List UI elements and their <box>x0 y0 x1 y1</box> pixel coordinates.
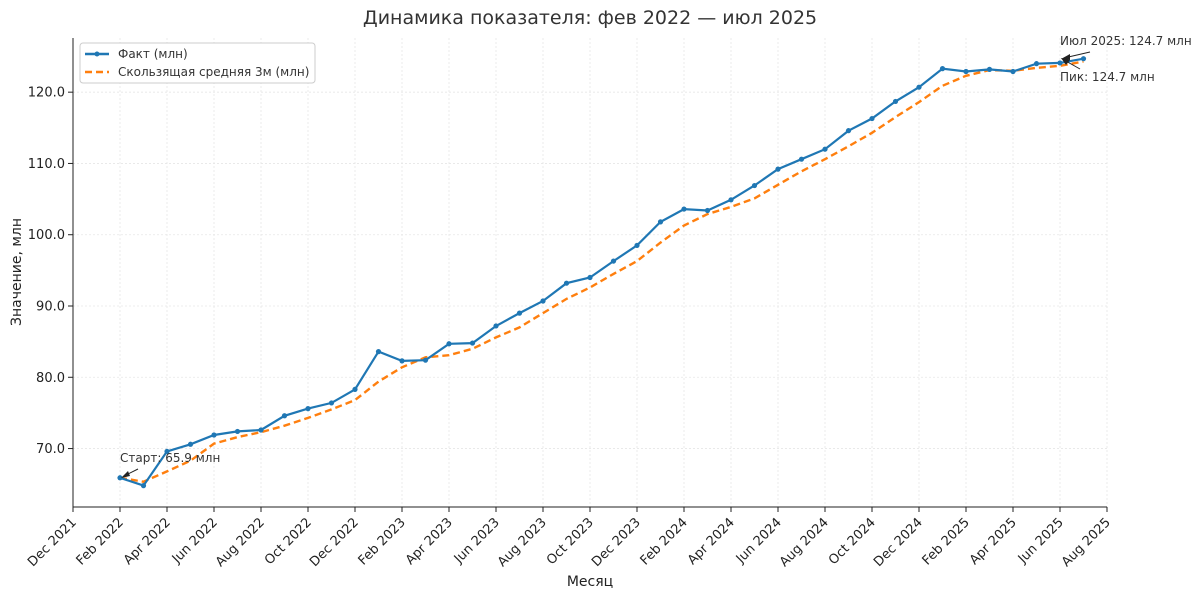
data-point-fact <box>845 128 852 134</box>
x-tick-label: Apr 2024 <box>685 515 738 568</box>
data-point-fact <box>657 219 664 225</box>
data-point-fact <box>234 428 241 435</box>
x-tick-label: Dec 2024 <box>871 515 926 570</box>
data-point-fact <box>916 84 922 90</box>
data-point-fact <box>892 98 899 105</box>
data-point-fact <box>211 432 217 438</box>
data-point-fact <box>751 182 758 189</box>
data-point-fact <box>610 258 617 264</box>
series-line-moving-average <box>119 60 1084 483</box>
series-layer <box>117 56 1087 489</box>
annotation-peak: Пик: 124.7 млн <box>1060 70 1155 84</box>
data-point-fact <box>1033 61 1040 67</box>
x-tick-label: Aug 2023 <box>495 515 550 570</box>
annotation-last: Июл 2025: 124.7 млн <box>1060 34 1192 48</box>
legend: Факт (млн) Скользящая средняя 3м (млн) <box>79 42 316 84</box>
x-tick-label: Aug 2024 <box>777 515 832 570</box>
data-point-fact <box>140 483 147 489</box>
series-line-fact <box>119 57 1084 487</box>
x-tick-label: Aug 2022 <box>213 515 268 570</box>
data-point-fact <box>587 274 593 281</box>
data-point-fact <box>822 146 828 152</box>
data-point-fact <box>399 358 405 364</box>
data-point-fact <box>798 156 805 162</box>
data-point-fact <box>704 207 711 214</box>
x-tick-label: Feb 2025 <box>920 515 973 568</box>
data-point-fact <box>375 349 382 355</box>
annotation-start-arrowhead <box>121 471 130 478</box>
data-point-fact <box>1080 56 1087 62</box>
data-point-fact <box>493 323 499 329</box>
y-tick-label: 120.0 <box>28 86 65 101</box>
x-tick-label: Apr 2023 <box>403 515 456 568</box>
legend-box <box>79 42 316 84</box>
x-tick-label: Apr 2022 <box>121 515 174 568</box>
legend-marker-fact-dot <box>94 51 100 57</box>
data-point-fact <box>563 280 570 286</box>
annotation-start: Старт: 65.9 млн <box>120 451 220 465</box>
x-tick-label: Feb 2024 <box>638 515 691 568</box>
y-axis-ticks: 70.0 80.0 90.0 100.0 110.0 120.0 <box>28 86 73 457</box>
x-tick-label: Aug 2025 <box>1059 515 1114 570</box>
x-tick-label: Dec 2023 <box>589 515 644 570</box>
grid <box>72 38 1108 507</box>
data-point-fact <box>258 427 264 433</box>
data-point-fact <box>352 386 358 392</box>
data-point-fact <box>681 206 687 212</box>
data-point-fact <box>422 357 429 363</box>
x-tick-label: Feb 2023 <box>356 515 409 568</box>
x-axis-label: Месяц <box>567 574 613 590</box>
x-tick-label: Feb 2022 <box>74 515 127 568</box>
data-point-fact <box>469 340 476 346</box>
data-point-fact <box>869 115 875 122</box>
x-tick-label: Dec 2021 <box>25 515 80 570</box>
data-point-fact <box>1057 60 1063 66</box>
data-point-fact <box>540 298 546 304</box>
axes <box>72 38 1107 508</box>
data-point-fact <box>939 66 946 72</box>
data-point-fact <box>775 166 781 172</box>
data-point-fact <box>187 441 194 447</box>
legend-label-fact: Факт (млн) <box>118 47 188 61</box>
data-point-fact <box>728 197 734 203</box>
data-point-fact <box>117 475 123 481</box>
data-point-fact <box>446 341 452 347</box>
legend-label-ma: Скользящая средняя 3м (млн) <box>118 65 309 79</box>
data-point-fact <box>164 448 170 455</box>
chart-title: Динамика показателя: фев 2022 — июл 2025 <box>363 7 817 29</box>
data-point-fact <box>1010 68 1016 75</box>
y-tick-label: 110.0 <box>28 157 65 172</box>
x-tick-label: Apr 2025 <box>967 515 1020 568</box>
data-point-fact <box>986 66 993 72</box>
y-tick-label: 80.0 <box>36 371 65 386</box>
data-point-fact <box>516 310 523 316</box>
annotation-peak-arrowhead <box>1061 58 1070 65</box>
annotations: Старт: 65.9 млн Июл 2025: 124.7 млн Пик:… <box>120 34 1192 478</box>
data-point-fact <box>634 242 640 249</box>
data-point-fact <box>305 406 311 412</box>
y-tick-label: 90.0 <box>36 300 65 315</box>
y-tick-label: 70.0 <box>36 442 65 457</box>
x-tick-label: Dec 2022 <box>307 515 362 570</box>
data-point-fact <box>281 413 288 419</box>
y-tick-label: 100.0 <box>28 228 65 243</box>
y-axis-label: Значение, млн <box>9 218 25 326</box>
data-point-fact <box>328 400 335 406</box>
data-point-fact <box>963 68 969 75</box>
